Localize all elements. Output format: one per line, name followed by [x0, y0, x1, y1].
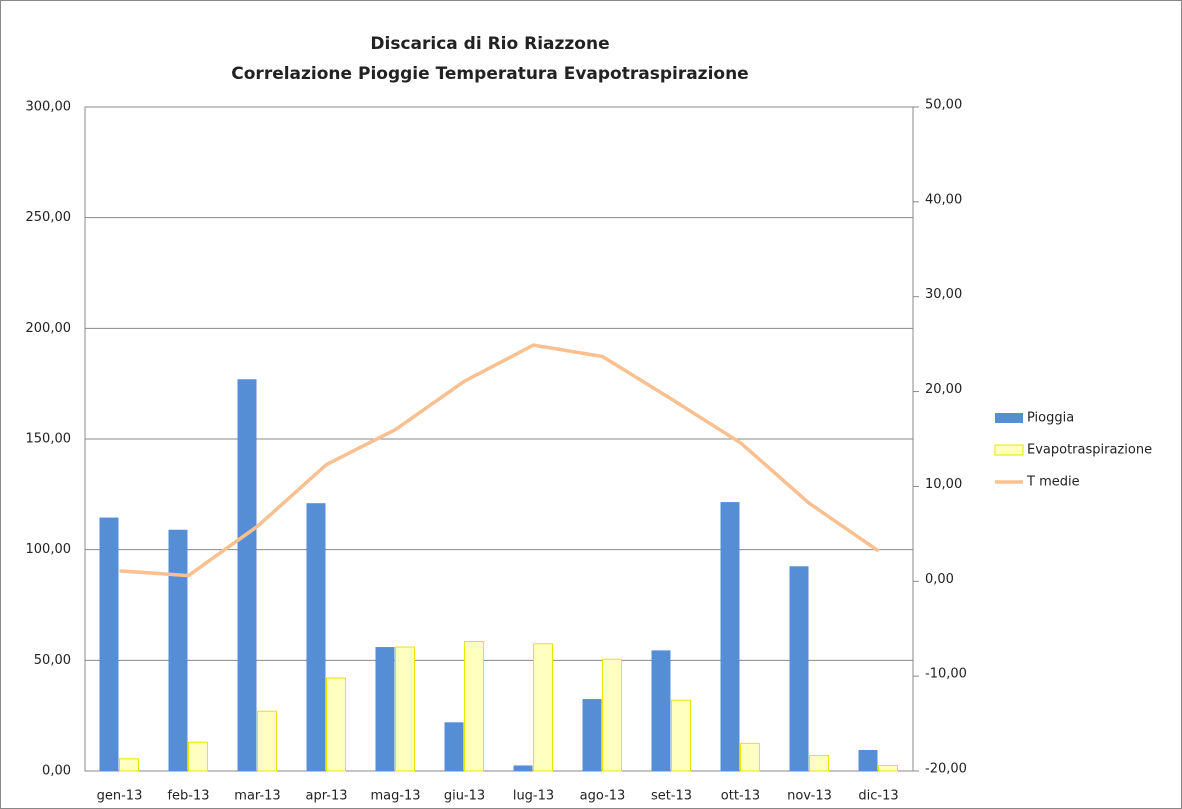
- bar: [395, 646, 415, 772]
- y2-tick-label: 10,00: [925, 477, 962, 492]
- y2-tick-label: 20,00: [925, 382, 962, 397]
- y2-tick-label: 0,00: [925, 572, 954, 587]
- x-tick-label: feb-13: [167, 789, 209, 804]
- bar: [306, 503, 326, 771]
- y-tick-label: 50,00: [34, 653, 71, 668]
- y2-tick-label: 30,00: [925, 287, 962, 302]
- y-tick-label: 150,00: [26, 432, 72, 447]
- chart-subtitle: Correlazione Pioggie Temperatura Evapotr…: [231, 64, 748, 84]
- x-tick-label: ott-13: [721, 789, 760, 804]
- bar: [671, 699, 691, 772]
- bar: [602, 658, 622, 772]
- bar: [651, 650, 671, 771]
- x-tick-label: apr-13: [306, 789, 348, 804]
- y-tick-label: 250,00: [26, 210, 72, 225]
- bar: [464, 641, 484, 772]
- bar: [809, 755, 829, 772]
- bar: [188, 741, 208, 772]
- y2-tick-label: -10,00: [925, 667, 967, 682]
- legend-label: Evapotraspirazione: [1027, 443, 1152, 458]
- legend-label: T medie: [1026, 475, 1080, 490]
- x-tick-label: mar-13: [234, 789, 280, 804]
- bar: [257, 710, 277, 772]
- x-tick-label: gen-13: [97, 789, 143, 804]
- x-tick-label: set-13: [651, 789, 692, 804]
- bar: [237, 379, 257, 771]
- y2-tick-label: 40,00: [925, 192, 962, 207]
- y-tick-label: 200,00: [26, 321, 72, 336]
- bar: [99, 517, 119, 771]
- bar: [720, 502, 740, 771]
- plot-area: [84, 106, 914, 772]
- bar: [326, 677, 346, 772]
- x-tick-label: nov-13: [787, 789, 832, 804]
- bar: [582, 699, 602, 771]
- bar: [858, 749, 878, 771]
- x-tick-label: mag-13: [370, 789, 420, 804]
- line-series: [119, 343, 880, 578]
- bar: [533, 643, 553, 772]
- legend-swatch: [994, 444, 1024, 456]
- bar: [119, 758, 139, 772]
- y2-tick-label: 50,00: [925, 98, 962, 113]
- bar: [740, 742, 760, 772]
- x-tick-label: lug-13: [513, 789, 554, 804]
- bar: [444, 722, 464, 771]
- y-tick-label: 0,00: [42, 764, 71, 779]
- y-tick-label: 100,00: [26, 542, 72, 557]
- x-tick-label: ago-13: [580, 789, 626, 804]
- legend-swatch: [995, 413, 1023, 423]
- bar: [878, 764, 898, 772]
- legend-label: Pioggia: [1027, 411, 1074, 426]
- x-tick-label: giu-13: [444, 789, 485, 804]
- bar: [375, 647, 395, 771]
- y-tick-label: 300,00: [26, 100, 72, 115]
- chart-title: Discarica di Rio Riazzone: [370, 34, 609, 54]
- bar: [168, 529, 188, 771]
- y2-tick-label: -20,00: [925, 762, 967, 777]
- bar: [513, 765, 533, 771]
- bar: [789, 566, 809, 771]
- x-tick-label: dic-13: [858, 789, 898, 804]
